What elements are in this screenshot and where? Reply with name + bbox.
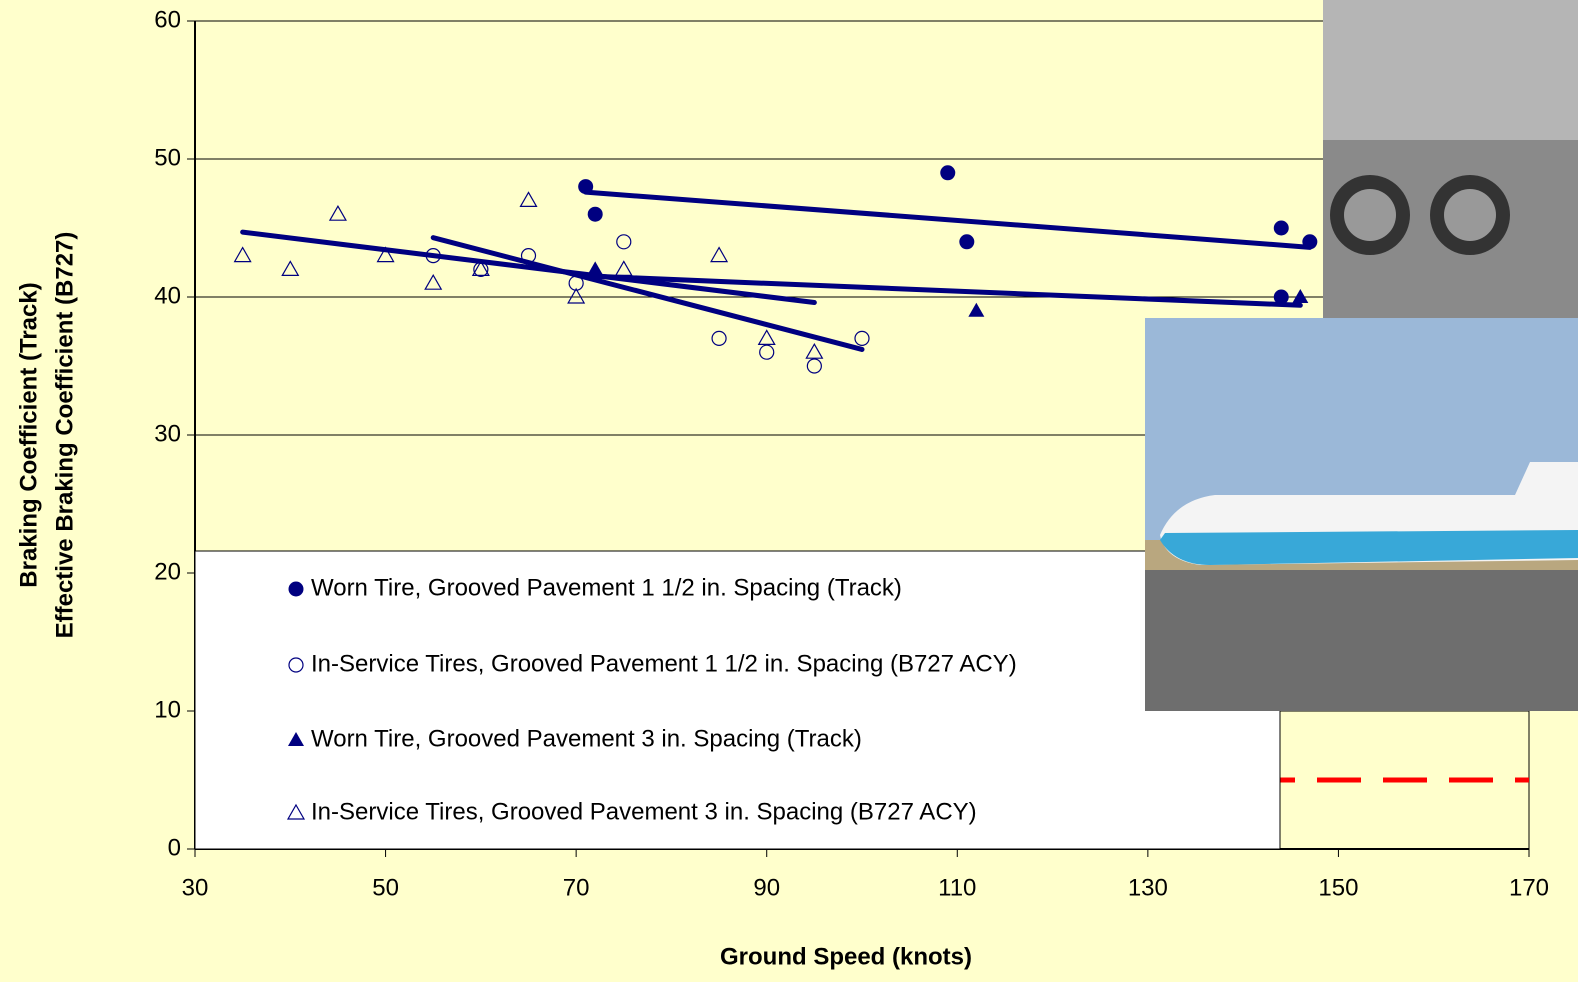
marker-filled-triangle xyxy=(968,302,985,317)
marker-filled-circle xyxy=(1273,220,1289,236)
marker-filled-triangle xyxy=(288,732,304,746)
legend-label: In-Service Tires, Grooved Pavement 3 in.… xyxy=(311,798,977,825)
photo-ground xyxy=(1145,560,1578,711)
x-tick-label: 110 xyxy=(938,874,976,901)
x-tick-label: 170 xyxy=(1509,874,1549,901)
marker-open-triangle xyxy=(233,246,252,263)
photo-aircraft xyxy=(1145,318,1578,711)
marker-filled-circle xyxy=(578,179,594,195)
x-tick-label: 70 xyxy=(563,874,590,901)
marker-open-circle xyxy=(759,344,775,360)
marker-open-circle xyxy=(806,358,822,374)
marker-filled-triangle xyxy=(587,261,604,276)
marker-open-triangle xyxy=(757,329,776,345)
marker-filled-circle xyxy=(940,165,956,181)
marker-open-circle xyxy=(520,248,537,264)
x-tick-label: 30 xyxy=(182,874,209,901)
marker-open-triangle xyxy=(328,204,347,221)
marker-open-triangle xyxy=(471,260,490,276)
photo-engine xyxy=(1444,189,1496,241)
marker-filled-circle xyxy=(959,234,975,250)
marker-open-triangle xyxy=(286,803,306,820)
marker-open-circle xyxy=(854,330,870,346)
y-tick-label: 60 xyxy=(154,6,181,33)
legend-label: Worn Tire, Grooved Pavement 1 1/2 in. Sp… xyxy=(311,574,902,601)
marker-open-triangle xyxy=(614,260,633,276)
x-tick-label: 130 xyxy=(1128,874,1168,901)
trend-line xyxy=(583,189,1313,250)
x-tick-label: 50 xyxy=(372,874,399,901)
marker-open-circle xyxy=(711,330,727,346)
y-tick-label: 40 xyxy=(154,282,181,309)
marker-filled-circle xyxy=(587,206,603,222)
y-axis-title: Effective Braking Coefficient (B727) xyxy=(51,232,78,639)
marker-filled-circle xyxy=(1302,234,1318,250)
marker-open-triangle xyxy=(376,246,395,263)
marker-open-triangle xyxy=(424,273,443,290)
trend-line xyxy=(592,273,1303,308)
y-tick-label: 20 xyxy=(154,558,181,585)
marker-open-triangle xyxy=(805,342,824,359)
legend-box xyxy=(194,550,1281,850)
marker-filled-circle xyxy=(288,581,304,597)
x-axis-title: Ground Speed (knots) xyxy=(720,943,972,970)
marker-open-triangle xyxy=(710,246,729,263)
legend: Worn Tire, Grooved Pavement 1 1/2 in. Sp… xyxy=(194,550,1281,850)
photo-engine xyxy=(1344,189,1396,241)
y-tick-label: 0 xyxy=(168,834,181,861)
marker-filled-circle xyxy=(1273,289,1289,305)
photo-sky xyxy=(1323,0,1578,140)
marker-open-triangle xyxy=(281,260,300,276)
marker-open-triangle xyxy=(519,191,538,207)
y-tick-label: 30 xyxy=(154,420,181,447)
trend-line xyxy=(430,235,865,352)
y-axis-title: Braking Coefficient (Track) xyxy=(15,282,42,587)
marker-open-circle xyxy=(616,234,632,250)
trend-line xyxy=(240,229,817,306)
photo-test-track xyxy=(1323,0,1578,320)
x-tick-label: 90 xyxy=(753,874,780,901)
marker-open-circle xyxy=(288,657,304,673)
marker-filled-triangle xyxy=(1292,289,1309,303)
y-tick-label: 50 xyxy=(154,144,181,171)
y-tick-label: 10 xyxy=(154,696,181,723)
legend-label: Worn Tire, Grooved Pavement 3 in. Spacin… xyxy=(311,725,862,752)
photo-livery xyxy=(1160,530,1578,565)
marker-open-circle xyxy=(425,248,441,264)
marker-open-triangle xyxy=(567,287,586,304)
photo-tail xyxy=(1515,462,1578,495)
legend-label: In-Service Tires, Grooved Pavement 1 1/2… xyxy=(311,650,1017,677)
x-tick-label: 150 xyxy=(1318,874,1358,901)
